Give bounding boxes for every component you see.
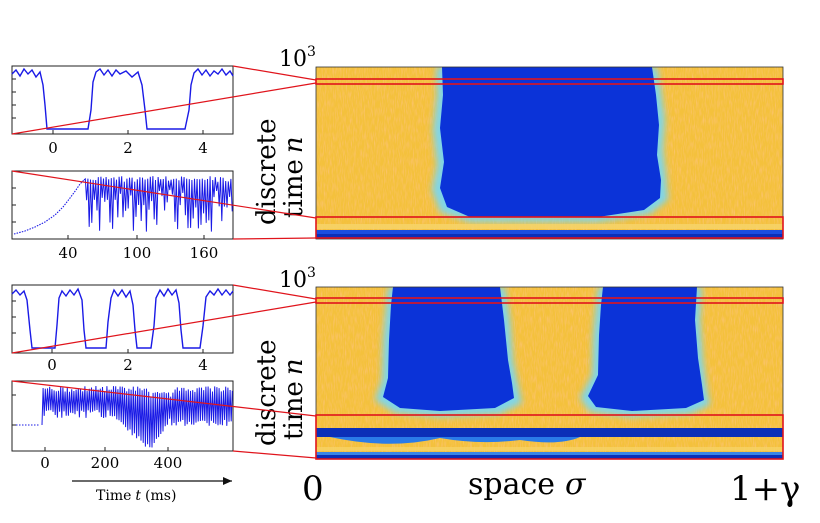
- bottom-y-axis-label: discrete: [252, 339, 282, 446]
- bottom-highlight-upper: [315, 297, 784, 304]
- x-start-label: 0: [302, 469, 324, 509]
- connector-4b: [232, 450, 317, 459]
- inset-2-oscillation: [83, 176, 233, 232]
- connector-3a: [232, 284, 317, 300]
- top-heatmap-image: [316, 67, 783, 239]
- bottom-y-axis-label-2: timen: [279, 358, 309, 440]
- inset-1: 0 2 4: [11, 65, 234, 157]
- top-y-max: 103: [279, 44, 316, 72]
- inset-2-tick-2: 160: [190, 244, 219, 262]
- inset-3: 0 2 4: [11, 284, 234, 374]
- connector-lines: [11, 65, 317, 459]
- inset-1-tick-0: 0: [48, 139, 58, 157]
- connector-2b: [232, 237, 317, 240]
- bottom-heatmap-panel: 103 discrete timen 0 space σ 1+γ: [252, 265, 800, 509]
- inset-3-tick-1: 2: [123, 356, 133, 374]
- connector-3b: [11, 301, 317, 354]
- inset-4-oscillation: [41, 385, 233, 448]
- inset-1-trace: [11, 67, 234, 130]
- connector-4a: [11, 380, 317, 417]
- top-highlight-upper: [315, 78, 784, 85]
- inset-1-tick-1: 2: [123, 139, 133, 157]
- inset-3-trace: [11, 287, 234, 349]
- x-axis-label: space σ: [468, 467, 587, 502]
- inset-4-xlabel: Time t (ms): [96, 488, 176, 504]
- time-arrow-head: [223, 477, 232, 485]
- inset-4: 0 200 400 Time t (ms): [11, 380, 234, 504]
- top-y-axis-label: discrete: [252, 118, 282, 225]
- inset-4-tick-1: 200: [91, 454, 120, 472]
- inset-2: 40 100 160: [11, 170, 234, 262]
- inset-3-tick-2: 4: [198, 356, 208, 374]
- inset-4-ticks: [12, 394, 169, 451]
- inset-1-tick-2: 4: [198, 139, 208, 157]
- top-highlight-lower: [315, 216, 784, 239]
- inset-3-tick-0: 0: [47, 356, 57, 374]
- inset-2-ramp: [13, 179, 85, 235]
- inset-2-ticks: [12, 187, 205, 239]
- top-heatmap-panel: 103 discrete timen: [252, 44, 784, 240]
- inset-3-ticks: [12, 300, 204, 353]
- bottom-y-max: 103: [279, 265, 316, 293]
- inset-1-ticks: [12, 78, 204, 134]
- connector-1a: [232, 65, 317, 81]
- inset-4-tick-0: 0: [40, 454, 50, 472]
- top-y-axis-label-2: timen: [279, 136, 309, 218]
- inset-2-tick-1: 100: [123, 244, 152, 262]
- bottom-highlight-lower: [315, 414, 784, 460]
- bottom-heatmap-image: [316, 287, 783, 459]
- inset-4-tick-2: 400: [154, 454, 183, 472]
- connector-1b: [11, 82, 317, 135]
- inset-2-tick-0: 40: [58, 244, 77, 262]
- connector-2a: [11, 170, 317, 219]
- x-end-label: 1+γ: [730, 469, 800, 509]
